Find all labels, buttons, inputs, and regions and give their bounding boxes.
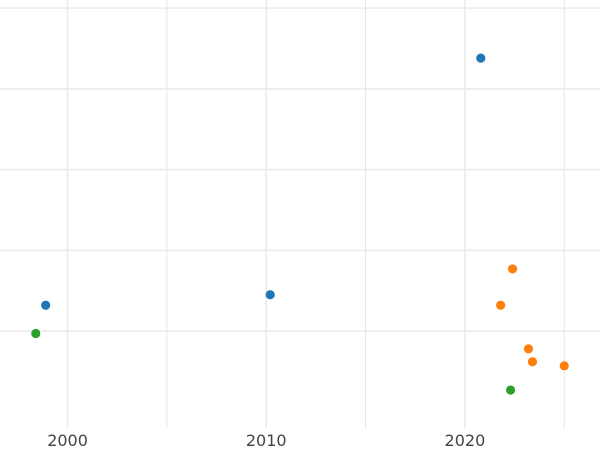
data-point-s2-0 — [31, 328, 41, 339]
data-point-s1-2 — [523, 344, 534, 354]
grid — [0, 0, 600, 428]
data-point-s0-1 — [265, 290, 275, 300]
data-points — [31, 53, 569, 395]
data-point-s2-1 — [505, 385, 516, 395]
x-tick-label-0: 2000 — [47, 431, 88, 450]
data-point-s1-0 — [496, 300, 506, 310]
data-point-s0-2 — [476, 53, 486, 63]
data-point-s0-0 — [41, 300, 51, 310]
data-point-s1-1 — [507, 264, 518, 274]
data-point-s1-4 — [559, 361, 569, 371]
x-tick-label-2: 2020 — [445, 431, 486, 450]
x-axis-tick-labels: 2000 2010 2020 — [47, 431, 485, 450]
data-point-s1-3 — [527, 357, 538, 367]
x-tick-label-1: 2010 — [246, 431, 287, 450]
